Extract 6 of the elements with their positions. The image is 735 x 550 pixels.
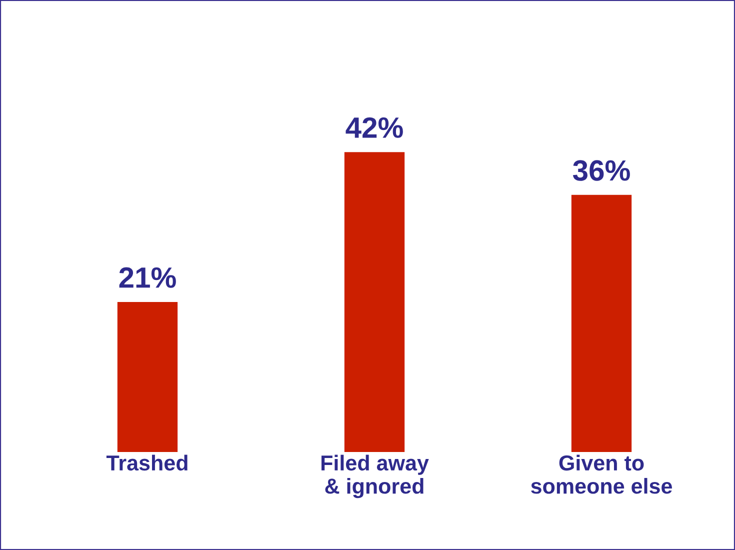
x-tick-label: Filed away & ignored bbox=[322, 454, 429, 498]
data-label: 21% bbox=[119, 267, 176, 288]
x-tick-label: Trashed bbox=[106, 454, 188, 471]
data-label: 36% bbox=[572, 160, 630, 181]
x-tick-label: Given to someone else bbox=[531, 454, 672, 494]
data-label: 42% bbox=[346, 117, 403, 138]
